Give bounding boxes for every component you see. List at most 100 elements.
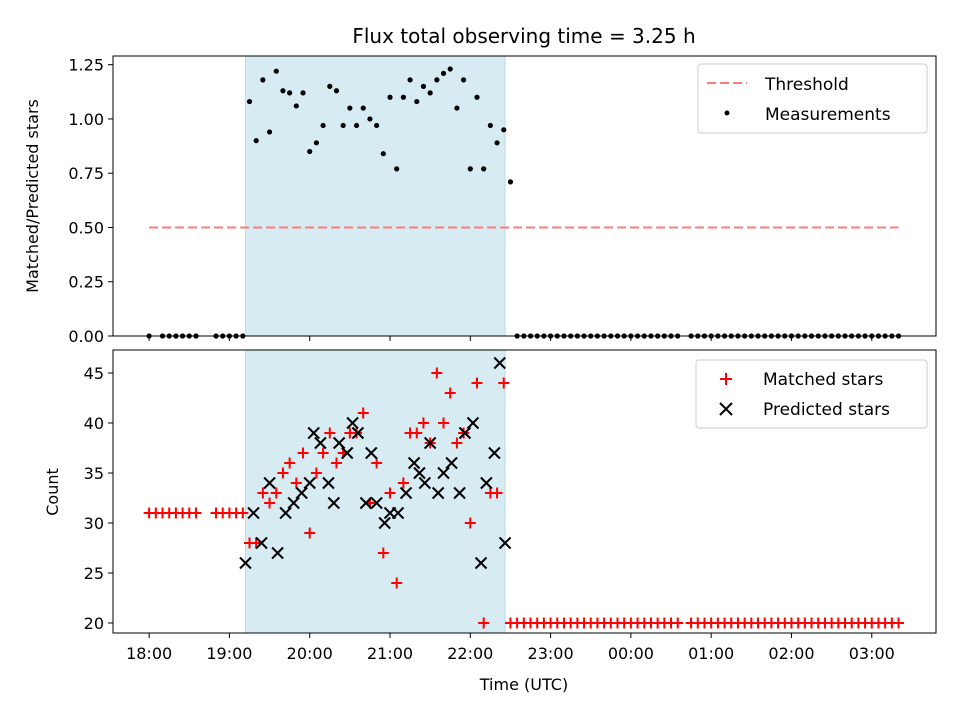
matched-star-point — [257, 487, 269, 499]
x-axis-label: Time (UTC) — [479, 675, 568, 694]
measurement-point — [414, 98, 420, 105]
predicted-star-point — [255, 536, 268, 550]
measurement-point — [260, 77, 266, 83]
y-tick-label: 0.00 — [68, 327, 104, 346]
measurement-point — [427, 90, 433, 96]
matched-star-point — [444, 387, 456, 399]
predicted-star-point — [303, 476, 316, 490]
measurement-point — [454, 105, 460, 111]
measurement-point — [467, 166, 473, 172]
predicted-star-point — [365, 446, 378, 460]
measurement-point — [440, 70, 447, 76]
predicted-star-point — [458, 426, 472, 440]
predicted-star-point — [332, 436, 346, 450]
measurement-point — [280, 88, 286, 94]
predicted-star-point — [247, 506, 260, 520]
measurement-point — [327, 83, 333, 89]
matched-star-point — [471, 377, 483, 389]
top-panel-frame — [112, 55, 937, 337]
top-panel: 0.00 0.25 0.50 0.75 1.00 1.25 Matched/Predict… — [23, 55, 937, 346]
measurement-point — [253, 138, 259, 144]
matched-star-point — [277, 467, 289, 479]
measurement-point — [347, 105, 353, 111]
predicted-star-point — [431, 486, 445, 500]
matched-star-point — [893, 617, 905, 629]
measurement-point — [287, 90, 293, 96]
predicted-star-point — [498, 536, 512, 550]
measurement-point — [266, 129, 273, 135]
x-tick-label: 00:00 — [608, 644, 654, 663]
x-tick-label: 02:00 — [768, 644, 814, 663]
x-tick-label: 23:00 — [528, 644, 574, 663]
predicted-star-point — [307, 426, 320, 440]
matched-star-point — [498, 377, 510, 389]
matched-star-point — [357, 407, 369, 419]
measurement-point — [494, 140, 500, 146]
bottom-x-axis: 18:00 19:00 20:00 21:00 22:00 23:00 00:00 01:00… — [126, 633, 895, 663]
matched-star-point — [417, 417, 429, 429]
predicted-star-point — [271, 546, 284, 560]
predicted-star-point — [474, 556, 488, 570]
measurement-point — [300, 90, 306, 96]
bottom-y-axis-label: Count — [43, 468, 62, 516]
matched-star-point — [264, 497, 276, 509]
y-tick-label: 0.50 — [68, 218, 104, 237]
predicted-star-point — [399, 486, 413, 500]
legend-predicted-swatch — [719, 402, 733, 416]
measurement-point — [360, 105, 366, 111]
measurement-point — [340, 122, 346, 129]
x-tick-label: 03:00 — [849, 644, 895, 663]
y-tick-label: 0.75 — [68, 164, 104, 183]
predicted-star-point — [413, 466, 426, 480]
measurement-point — [367, 116, 373, 122]
top-x-ticks — [148, 336, 873, 341]
matched-star-point — [491, 487, 503, 499]
measurement-point — [273, 68, 279, 74]
predicted-star-point — [391, 506, 405, 520]
matched-star-point — [250, 537, 262, 549]
predicted-star-point — [239, 556, 252, 570]
matched-star-point — [317, 447, 329, 459]
predicted-star-point — [295, 486, 308, 500]
matched-star-point — [397, 477, 409, 489]
predicted-star-point — [480, 476, 493, 490]
bottom-legend-box — [695, 359, 928, 429]
measurement-point — [333, 88, 340, 94]
observing-window-shade — [244, 349, 506, 634]
predicted-star-point — [418, 476, 432, 490]
measurement-point — [307, 148, 313, 155]
predicted-star-point — [287, 496, 300, 510]
measurement-point — [407, 77, 413, 83]
y-tick-label: 25 — [84, 564, 104, 583]
matched-star-point — [431, 367, 443, 379]
predicted-star-point — [370, 496, 383, 510]
measurement-point — [394, 166, 400, 172]
measurement-point — [420, 83, 427, 89]
legend-measurements-swatch — [724, 110, 730, 116]
matched-star-point — [371, 457, 383, 469]
legend-predicted-label: Predicted stars — [763, 400, 890, 420]
measurement-point — [501, 127, 507, 133]
measurement-point — [400, 94, 406, 100]
y-tick-label: 35 — [84, 464, 104, 483]
measurement-point — [507, 179, 514, 185]
matched-star-point — [377, 547, 389, 559]
measurement-point — [474, 94, 480, 100]
measurement-point — [374, 122, 380, 129]
y-tick-label: 0.25 — [68, 273, 104, 292]
measurement-point — [447, 66, 453, 72]
matched-star-point — [464, 517, 476, 529]
legend-measurements-label: Measurements — [765, 105, 891, 125]
legend-threshold-label: Threshold — [764, 75, 849, 95]
predicted-star-point — [407, 456, 421, 470]
y-tick-label: 30 — [84, 514, 104, 533]
top-y-axis: 0.00 0.25 0.50 0.75 1.00 1.25 — [68, 56, 113, 346]
bottom-panel-frame — [112, 349, 937, 634]
bottom-marks — [143, 356, 905, 629]
measurement-point — [387, 94, 393, 100]
predicted-star-point — [453, 486, 466, 500]
y-tick-label: 40 — [84, 414, 104, 433]
top-legend-box — [697, 63, 928, 134]
matched-star-point — [478, 617, 490, 629]
